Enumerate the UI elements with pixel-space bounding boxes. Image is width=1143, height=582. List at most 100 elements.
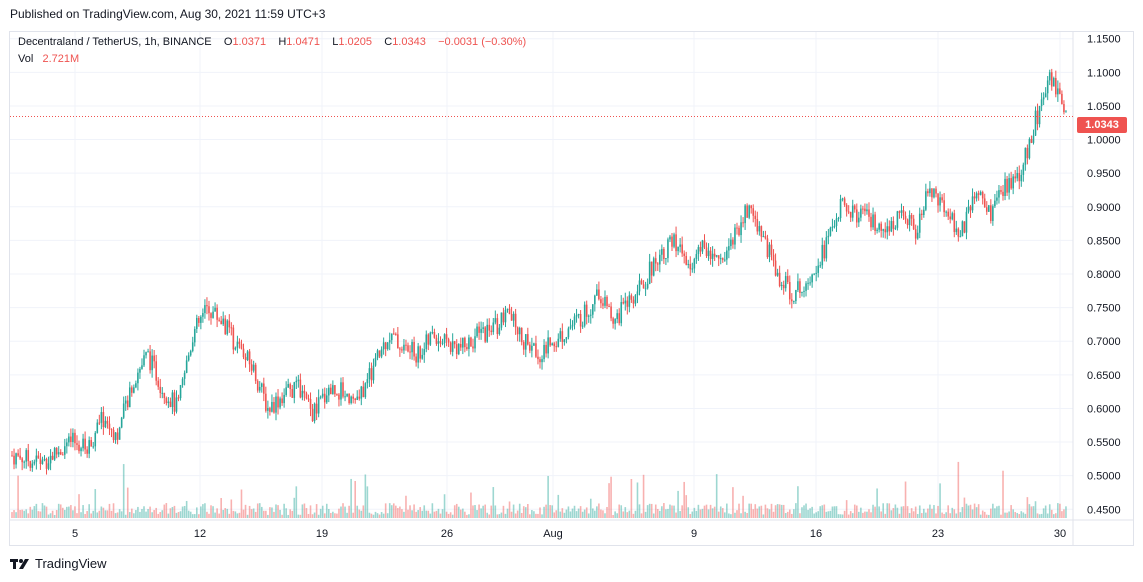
candle-body bbox=[260, 383, 263, 387]
volume-bar bbox=[758, 506, 761, 518]
legend-symbol: Decentraland / TetherUS, 1h, BINANCE bbox=[18, 36, 212, 48]
candle-body bbox=[57, 452, 60, 455]
volume-bar bbox=[177, 512, 180, 518]
candle-body bbox=[321, 393, 324, 397]
candle-body bbox=[307, 398, 310, 400]
candle-body bbox=[906, 219, 909, 226]
candle-body bbox=[220, 320, 222, 325]
candle-body bbox=[236, 341, 239, 348]
candle-body bbox=[677, 246, 679, 252]
candle-body bbox=[732, 239, 734, 245]
volume-bar bbox=[346, 512, 348, 518]
candle-body bbox=[153, 355, 155, 362]
candle-body bbox=[916, 232, 919, 239]
candle-body bbox=[1055, 78, 1057, 95]
candle-body bbox=[965, 211, 968, 233]
candle-body bbox=[770, 244, 773, 255]
candle-body bbox=[135, 383, 137, 388]
volume-bar bbox=[819, 506, 822, 518]
candle-body bbox=[817, 265, 820, 273]
candle-body bbox=[981, 192, 984, 199]
candle-body bbox=[206, 305, 208, 307]
volume-bar bbox=[825, 511, 828, 518]
candle-body bbox=[315, 403, 318, 414]
volume-bar bbox=[98, 510, 101, 518]
volume-bar bbox=[496, 514, 499, 518]
candle-body bbox=[118, 427, 121, 440]
volume-bar bbox=[1030, 506, 1033, 518]
volume-bar bbox=[587, 513, 590, 518]
candle-body bbox=[224, 318, 227, 335]
volume-bar bbox=[853, 504, 856, 518]
volume-bar bbox=[116, 512, 119, 518]
volume-bar bbox=[431, 503, 434, 518]
volume-bar bbox=[849, 511, 852, 518]
volume-bar bbox=[338, 508, 340, 518]
candle-body bbox=[872, 214, 874, 228]
candle-body bbox=[388, 340, 391, 343]
candle-body bbox=[620, 302, 623, 324]
volume-bar bbox=[904, 481, 907, 518]
y-tick-label: 0.8500 bbox=[1087, 235, 1121, 247]
volume-bar bbox=[535, 513, 537, 518]
candle-body bbox=[222, 318, 224, 325]
volume-bar bbox=[484, 504, 486, 518]
volume-bar bbox=[624, 507, 627, 518]
y-tick-label: 0.7500 bbox=[1087, 303, 1121, 315]
volume-bar bbox=[862, 512, 864, 518]
candle-body bbox=[248, 351, 251, 365]
candle-body bbox=[1016, 172, 1019, 179]
volume-bar bbox=[70, 505, 72, 518]
volume-bar bbox=[441, 509, 444, 518]
candle-body bbox=[567, 328, 570, 338]
candle-body bbox=[348, 393, 350, 404]
candle-body bbox=[246, 351, 249, 361]
candle-body bbox=[263, 383, 265, 394]
candle-body bbox=[366, 379, 369, 384]
x-tick-label: 26 bbox=[441, 528, 453, 540]
x-tick-label: 9 bbox=[691, 528, 697, 540]
y-tick-label: 1.1000 bbox=[1087, 67, 1121, 79]
volume-bar bbox=[882, 503, 884, 518]
candle-body bbox=[529, 344, 531, 351]
candle-body bbox=[549, 337, 551, 346]
candle-body bbox=[242, 348, 245, 358]
volume-label: Vol bbox=[18, 53, 34, 65]
volume-bar bbox=[181, 506, 184, 518]
volume-bar bbox=[557, 494, 560, 518]
candle-body bbox=[642, 284, 645, 289]
candle-body bbox=[918, 213, 921, 233]
candle-body bbox=[455, 344, 458, 355]
volume-bar bbox=[374, 511, 377, 518]
volume-bar bbox=[494, 505, 497, 518]
candle-body bbox=[445, 334, 448, 340]
candle-body bbox=[693, 258, 696, 269]
candle-body bbox=[717, 255, 720, 259]
candle-body bbox=[189, 350, 192, 356]
volume-bar bbox=[171, 507, 174, 518]
candle-body bbox=[230, 327, 233, 329]
volume-bar bbox=[31, 509, 34, 518]
candle-body bbox=[484, 327, 486, 342]
volume-bar bbox=[39, 511, 42, 518]
volume-bar bbox=[963, 497, 966, 518]
tradingview-footer[interactable]: TradingView bbox=[10, 556, 107, 571]
candle-body bbox=[632, 299, 635, 304]
volume-bar bbox=[914, 506, 917, 518]
candle-body bbox=[807, 282, 809, 284]
volume-bar bbox=[376, 513, 379, 518]
volume-bar bbox=[210, 505, 212, 518]
volume-bar bbox=[508, 501, 511, 518]
volume-bar bbox=[843, 510, 846, 518]
volume-bar bbox=[683, 481, 685, 518]
volume-bar bbox=[949, 513, 952, 518]
candle-body bbox=[139, 368, 141, 373]
candle-body bbox=[738, 227, 740, 236]
volume-bar bbox=[49, 513, 52, 518]
candle-body bbox=[630, 295, 633, 300]
candle-body bbox=[415, 356, 417, 363]
candle-body bbox=[866, 209, 868, 212]
volume-bar bbox=[354, 480, 356, 518]
volume-bar bbox=[918, 505, 921, 518]
